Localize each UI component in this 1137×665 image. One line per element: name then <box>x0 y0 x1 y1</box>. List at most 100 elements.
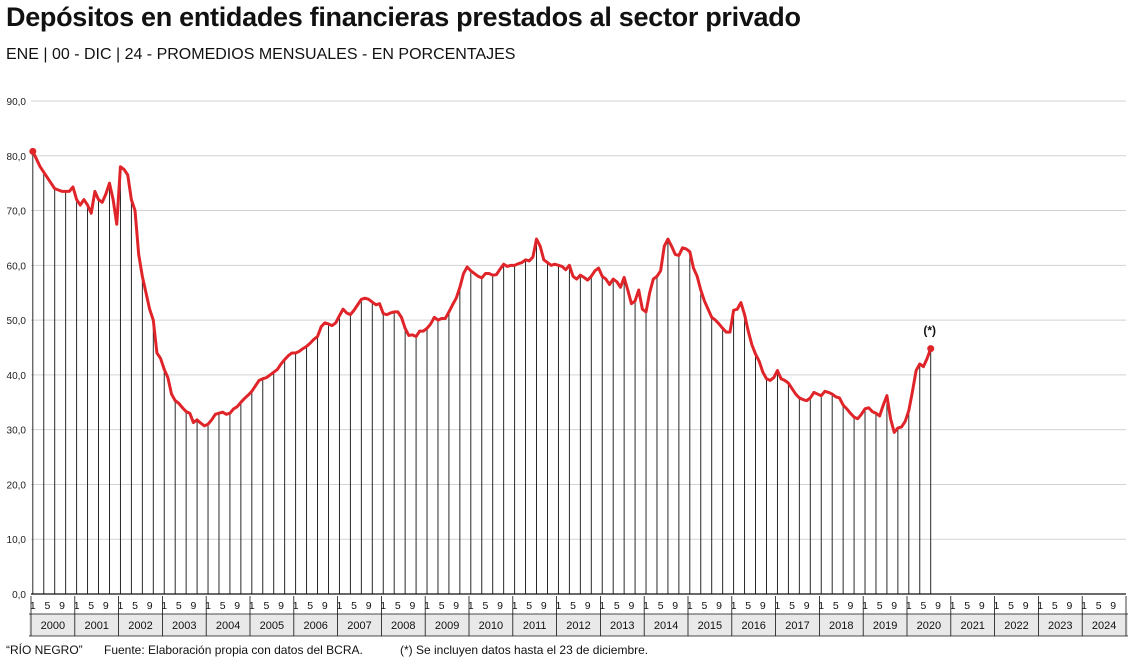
month-tick-label: 5 <box>220 600 226 612</box>
month-tick-label: 1 <box>818 600 824 612</box>
month-tick-label: 9 <box>979 600 985 612</box>
month-tick-label: 1 <box>512 600 518 612</box>
month-tick-label: 1 <box>161 600 167 612</box>
month-tick-label: 1 <box>1037 600 1043 612</box>
month-tick-label: 9 <box>234 600 240 612</box>
y-tick-label: 50,0 <box>7 316 27 327</box>
month-tick-label: 1 <box>1081 600 1087 612</box>
month-tick-label: 5 <box>351 600 357 612</box>
year-label: 2010 <box>479 620 503 632</box>
year-label: 2018 <box>829 620 853 632</box>
month-tick-label: 9 <box>191 600 197 612</box>
annotation-label: (*) <box>923 324 936 338</box>
month-tick-label: 1 <box>380 600 386 612</box>
y-tick-label: 90,0 <box>7 97 27 108</box>
month-tick-label: 5 <box>132 600 138 612</box>
year-label: 2012 <box>566 620 590 632</box>
month-tick-label: 1 <box>468 600 474 612</box>
month-tick-label: 9 <box>366 600 372 612</box>
footer-note: (*) Se incluyen datos hasta el 23 de dic… <box>400 643 648 657</box>
month-tick-label: 5 <box>789 600 795 612</box>
month-tick-label: 5 <box>570 600 576 612</box>
month-tick-label: 9 <box>629 600 635 612</box>
month-tick-label: 5 <box>483 600 489 612</box>
month-tick-label: 9 <box>1067 600 1073 612</box>
month-tick-label: 5 <box>702 600 708 612</box>
year-label: 2000 <box>41 620 65 632</box>
month-tick-label: 9 <box>891 600 897 612</box>
year-label: 2017 <box>785 620 809 632</box>
month-tick-label: 9 <box>1110 600 1116 612</box>
month-tick-label: 9 <box>322 600 328 612</box>
series-end-marker <box>927 345 934 352</box>
month-tick-label: 5 <box>833 600 839 612</box>
month-tick-label: 9 <box>848 600 854 612</box>
year-label: 2022 <box>1004 620 1028 632</box>
y-tick-label: 60,0 <box>7 261 27 272</box>
year-label: 2013 <box>610 620 634 632</box>
month-tick-label: 9 <box>541 600 547 612</box>
month-tick-label: 5 <box>307 600 313 612</box>
month-tick-label: 5 <box>658 600 664 612</box>
month-tick-label: 1 <box>556 600 562 612</box>
month-tick-label: 5 <box>877 600 883 612</box>
y-tick-label: 30,0 <box>7 426 27 437</box>
month-tick-label: 9 <box>410 600 416 612</box>
month-tick-label: 9 <box>147 600 153 612</box>
month-tick-label: 1 <box>424 600 430 612</box>
month-tick-label: 9 <box>585 600 591 612</box>
month-tick-label: 1 <box>775 600 781 612</box>
year-label: 2019 <box>873 620 897 632</box>
month-tick-label: 5 <box>1096 600 1102 612</box>
month-tick-label: 1 <box>906 600 912 612</box>
month-tick-label: 1 <box>687 600 693 612</box>
month-tick-label: 5 <box>264 600 270 612</box>
y-tick-label: 0,0 <box>12 590 26 601</box>
month-tick-label: 5 <box>1052 600 1058 612</box>
month-tick-label: 9 <box>497 600 503 612</box>
year-label: 2024 <box>1092 620 1116 632</box>
year-label: 2023 <box>1048 620 1072 632</box>
month-tick-label: 9 <box>716 600 722 612</box>
year-label: 2008 <box>391 620 415 632</box>
month-tick-label: 9 <box>453 600 459 612</box>
month-tick-label: 1 <box>994 600 1000 612</box>
month-tick-label: 5 <box>439 600 445 612</box>
series-start-marker <box>29 148 36 155</box>
year-label: 2005 <box>260 620 284 632</box>
month-tick-label: 9 <box>672 600 678 612</box>
month-tick-label: 5 <box>921 600 927 612</box>
y-tick-label: 80,0 <box>7 152 27 163</box>
year-label: 2004 <box>216 620 240 632</box>
year-label: 2006 <box>303 620 327 632</box>
month-tick-label: 5 <box>964 600 970 612</box>
month-tick-label: 9 <box>59 600 65 612</box>
month-tick-label: 1 <box>74 600 80 612</box>
year-label: 2020 <box>917 620 941 632</box>
month-tick-label: 5 <box>745 600 751 612</box>
year-label: 2014 <box>654 620 678 632</box>
year-label: 2007 <box>347 620 371 632</box>
month-tick-label: 9 <box>935 600 941 612</box>
year-label: 2015 <box>698 620 722 632</box>
month-tick-label: 9 <box>804 600 810 612</box>
month-tick-label: 9 <box>103 600 109 612</box>
month-tick-label: 9 <box>1023 600 1029 612</box>
line-chart: 0,010,020,030,040,050,060,070,080,090,0(… <box>0 0 1137 640</box>
year-label: 2016 <box>741 620 765 632</box>
month-tick-label: 1 <box>118 600 124 612</box>
month-tick-label: 5 <box>526 600 532 612</box>
footer-source: Fuente: Elaboración propia con datos del… <box>104 643 363 657</box>
month-tick-label: 5 <box>176 600 182 612</box>
month-tick-label: 1 <box>950 600 956 612</box>
month-tick-label: 1 <box>862 600 868 612</box>
month-tick-label: 1 <box>249 600 255 612</box>
year-label: 2009 <box>435 620 459 632</box>
year-label: 2002 <box>128 620 152 632</box>
month-tick-label: 5 <box>1008 600 1014 612</box>
y-tick-label: 40,0 <box>7 371 27 382</box>
month-tick-label: 5 <box>614 600 620 612</box>
footer-brand: “RÍO NEGRO” <box>6 643 83 657</box>
year-label: 2001 <box>84 620 108 632</box>
y-tick-label: 70,0 <box>7 207 27 218</box>
